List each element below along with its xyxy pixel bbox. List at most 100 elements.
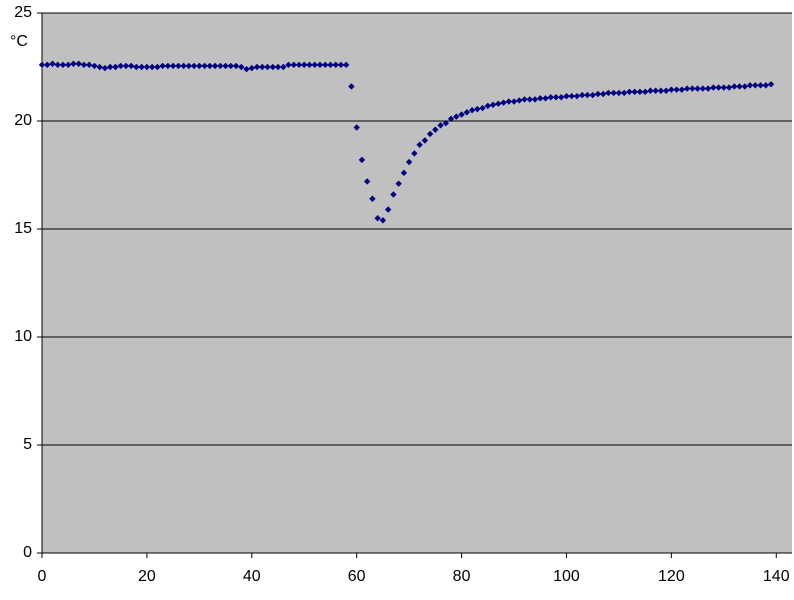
x-tick-label: 60 <box>348 568 366 585</box>
point <box>746 82 754 89</box>
point <box>38 61 46 69</box>
point <box>91 62 98 70</box>
point <box>589 91 596 99</box>
y-tick-label: 10 <box>14 328 32 345</box>
point <box>573 92 581 100</box>
point <box>395 180 402 187</box>
point <box>148 63 156 71</box>
point <box>332 61 339 69</box>
point <box>400 169 408 177</box>
point <box>531 96 539 103</box>
point <box>537 95 544 102</box>
point <box>521 96 528 103</box>
point <box>185 62 193 70</box>
point <box>295 61 303 69</box>
point <box>411 150 418 157</box>
point <box>594 90 602 98</box>
point <box>463 109 471 116</box>
point <box>599 90 607 98</box>
point <box>49 60 56 67</box>
x-tick-label: 80 <box>453 568 471 585</box>
point <box>516 97 523 104</box>
point <box>505 98 512 105</box>
point <box>264 63 271 71</box>
point <box>468 107 476 114</box>
point <box>290 61 297 69</box>
point <box>704 85 712 92</box>
y-tick-label: 0 <box>23 544 32 561</box>
point <box>248 64 255 72</box>
point <box>437 122 444 129</box>
point <box>615 89 623 97</box>
point <box>458 111 465 118</box>
point <box>122 62 130 70</box>
point <box>138 63 145 71</box>
point <box>495 100 502 107</box>
point <box>175 62 182 70</box>
point <box>106 63 114 71</box>
point <box>741 83 748 90</box>
point <box>169 62 177 70</box>
point <box>316 61 324 69</box>
point <box>510 98 518 105</box>
point <box>196 62 203 70</box>
point <box>526 96 533 103</box>
point <box>180 62 187 70</box>
point <box>647 87 654 94</box>
y-tick-label: 5 <box>23 436 32 453</box>
point <box>143 63 151 71</box>
point <box>479 104 486 112</box>
point <box>159 62 166 70</box>
x-tick-label: 0 <box>38 568 47 585</box>
point <box>80 61 88 69</box>
point <box>238 63 245 71</box>
point <box>426 130 434 138</box>
point <box>762 82 769 89</box>
point <box>416 141 423 148</box>
point <box>337 61 345 69</box>
point <box>657 87 665 94</box>
point <box>558 94 565 101</box>
point <box>311 61 318 69</box>
point <box>620 89 628 97</box>
point <box>710 84 717 91</box>
point <box>358 156 366 164</box>
point <box>673 86 680 93</box>
x-tick-label: 100 <box>553 568 580 585</box>
point <box>243 65 250 73</box>
point <box>117 62 124 70</box>
point <box>75 60 82 67</box>
point <box>605 89 612 97</box>
point <box>568 92 575 100</box>
y-axis-label: °C <box>10 33 28 50</box>
point <box>584 91 591 99</box>
point <box>59 61 67 69</box>
point <box>133 63 140 71</box>
point <box>421 137 429 144</box>
point <box>500 99 507 106</box>
point <box>547 94 554 101</box>
point <box>484 102 492 110</box>
point <box>641 88 649 96</box>
x-tick-label: 140 <box>763 568 790 585</box>
point <box>280 63 287 71</box>
point <box>652 87 659 94</box>
point <box>563 92 570 100</box>
point <box>699 85 707 92</box>
point <box>552 94 560 101</box>
point <box>689 85 696 92</box>
point <box>285 61 292 69</box>
point <box>626 88 633 96</box>
point <box>211 62 219 70</box>
point <box>269 63 276 71</box>
x-tick-label: 20 <box>138 568 156 585</box>
y-tick-label: 20 <box>14 112 32 129</box>
point <box>390 191 397 198</box>
point <box>369 195 376 202</box>
point <box>683 85 691 92</box>
point <box>70 60 77 67</box>
point <box>232 62 240 70</box>
point <box>678 86 686 93</box>
point <box>301 61 308 69</box>
